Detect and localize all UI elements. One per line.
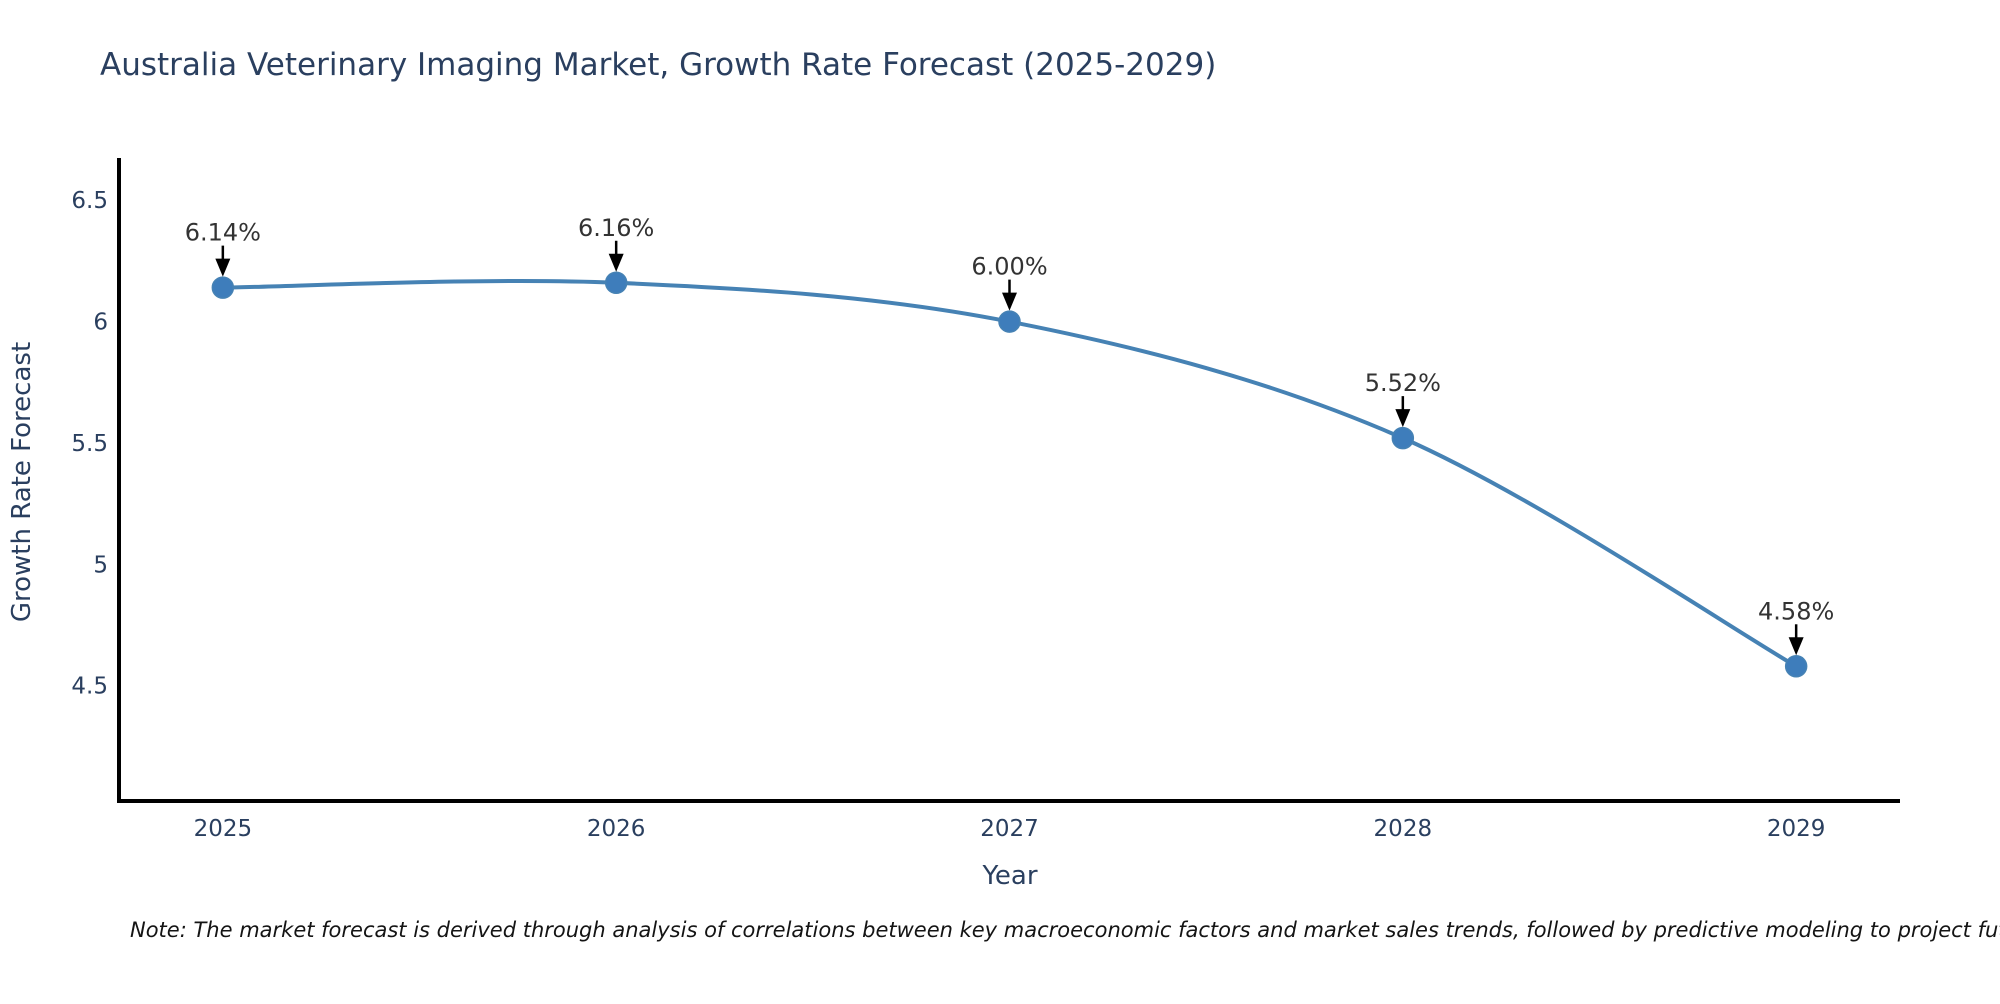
x-tick-label: 2025 bbox=[194, 816, 253, 842]
data-point-label: 6.16% bbox=[578, 214, 654, 242]
y-tick-label: 4.5 bbox=[71, 674, 108, 700]
annotation-arrow-head bbox=[608, 253, 624, 272]
data-point-label: 5.52% bbox=[1365, 369, 1441, 397]
trend-line bbox=[222, 279, 1798, 669]
x-tick-label: 2029 bbox=[1767, 816, 1826, 842]
data-point-2026 bbox=[604, 271, 628, 295]
x-tick-label: 2026 bbox=[587, 816, 646, 842]
data-point-2027 bbox=[998, 310, 1021, 333]
annotation-arrow-head bbox=[215, 258, 231, 277]
y-tick-label: 5.5 bbox=[71, 431, 108, 457]
x-axis-title: Year bbox=[981, 861, 1037, 891]
data-point-label: 4.58% bbox=[1758, 597, 1834, 625]
y-axis-title: Growth Rate Forecast bbox=[7, 342, 37, 622]
data-point-2028 bbox=[1391, 426, 1415, 450]
chart-title: Australia Veterinary Imaging Market, Gro… bbox=[100, 47, 1217, 83]
y-tick-label: 6.5 bbox=[71, 188, 108, 214]
data-point-2025 bbox=[211, 276, 235, 299]
chart-footnote: Note: The market forecast is derived thr… bbox=[130, 918, 2000, 942]
y-tick-label: 6 bbox=[93, 310, 108, 336]
data-point-2029 bbox=[1784, 655, 1808, 678]
x-tick-label: 2028 bbox=[1374, 816, 1433, 842]
data-point-label: 6.00% bbox=[971, 253, 1047, 281]
annotation-arrow-head bbox=[1395, 409, 1411, 428]
annotation-arrow-head bbox=[1788, 637, 1804, 656]
annotation-arrow-head bbox=[1002, 292, 1017, 311]
data-point-label: 6.14% bbox=[185, 219, 261, 247]
y-tick-label: 5 bbox=[93, 552, 108, 578]
x-tick-label: 2027 bbox=[980, 816, 1039, 842]
